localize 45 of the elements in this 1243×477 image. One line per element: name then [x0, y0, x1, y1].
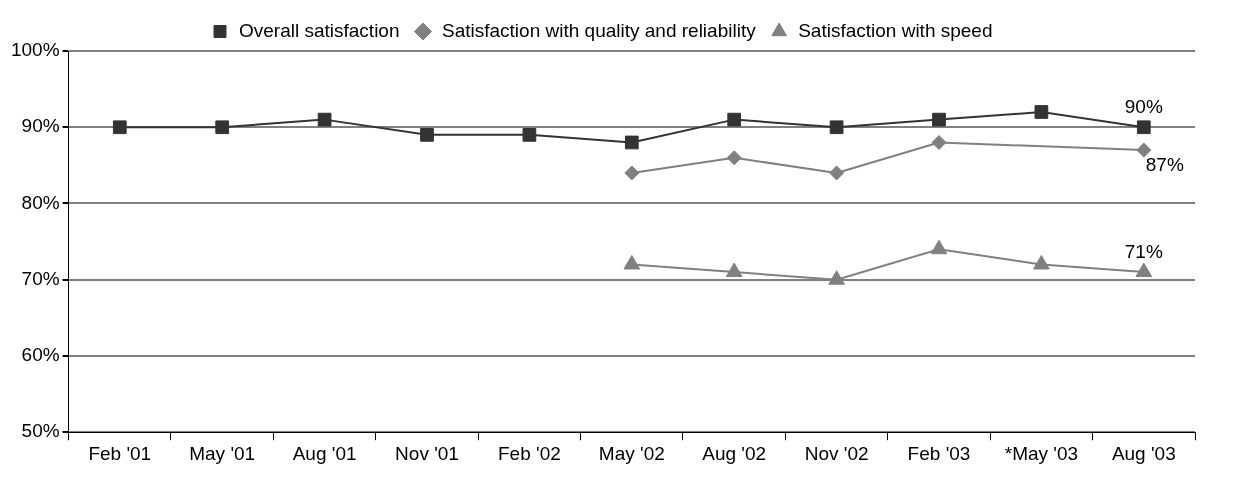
point [930, 239, 948, 255]
x-tick-label: Aug '02 [702, 442, 767, 464]
x-tick-label: May '02 [598, 442, 665, 464]
point [1033, 254, 1050, 270]
point [829, 120, 844, 135]
point [931, 134, 947, 150]
x-tick-label: Aug '03 [1111, 442, 1176, 464]
x-tick-label: Nov '01 [395, 442, 459, 464]
y-tick-label: 50% [21, 420, 60, 442]
point [522, 128, 537, 142]
point [725, 262, 743, 278]
point [624, 135, 639, 150]
point [727, 112, 742, 127]
point [829, 165, 845, 181]
y-tick-label: 60% [21, 344, 60, 366]
x-tick-label: Aug '01 [292, 442, 357, 464]
point [828, 270, 845, 285]
point [624, 165, 640, 181]
point [1136, 120, 1151, 135]
legend-label: Satisfaction with speed [798, 19, 993, 41]
point [726, 150, 742, 166]
y-tick-label: 80% [21, 191, 60, 213]
legend-label: Overall satisfaction [239, 19, 400, 41]
point [623, 254, 641, 270]
point [1135, 262, 1153, 278]
y-tick-label: 90% [21, 115, 60, 137]
point [317, 112, 332, 127]
x-tick-label: Feb '02 [498, 442, 561, 464]
x-tick-label: *May '03 [1004, 442, 1079, 464]
x-tick-label: Nov '02 [804, 442, 869, 464]
point [215, 120, 230, 135]
data-label: 87% [1145, 153, 1184, 175]
x-tick-label: May '01 [189, 442, 256, 464]
x-tick-label: Feb '03 [907, 442, 971, 464]
point [1136, 142, 1152, 158]
data-label: 90% [1124, 95, 1163, 117]
point [1034, 105, 1049, 119]
point [420, 128, 434, 142]
point [112, 120, 127, 135]
y-tick-label: 70% [21, 267, 60, 289]
x-tick-label: Feb '01 [88, 442, 152, 464]
y-tick-label: 100% [10, 39, 60, 61]
data-label: 71% [1124, 240, 1163, 262]
legend-label: Satisfaction with quality and reliability [442, 19, 757, 41]
point [932, 112, 946, 127]
